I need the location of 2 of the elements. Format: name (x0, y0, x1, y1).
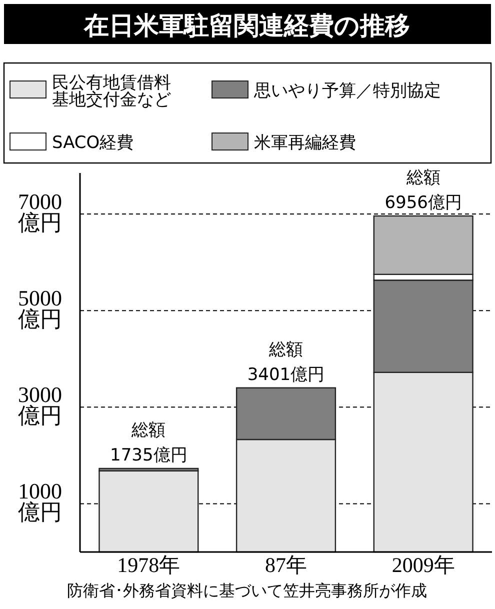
title: 在日米軍駐留関連経費の推移 (84, 11, 410, 40)
annotation: 防衛省･外務省資料に基づいて笠井亮事務所が作成 (67, 581, 427, 600)
